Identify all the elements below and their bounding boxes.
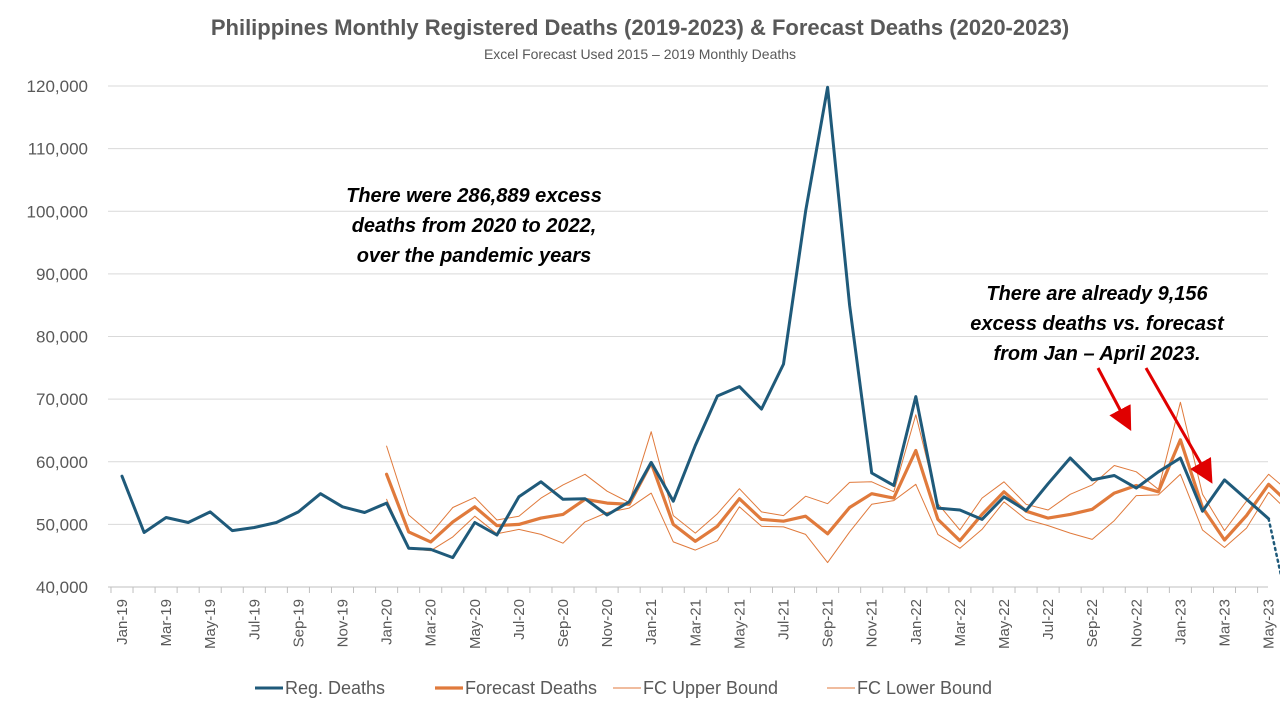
chart-title: Philippines Monthly Registered Deaths (2… (211, 15, 1069, 40)
x-tick-label: Jan-21 (643, 599, 660, 645)
x-tick-label: Jul-21 (776, 599, 793, 640)
x-tick-label: Nov-19 (335, 599, 352, 647)
y-tick-label: 90,000 (36, 265, 88, 284)
x-tick-label: May-20 (467, 599, 484, 649)
annotations: There were 286,889 excess deaths from 202… (346, 185, 1225, 365)
x-axis: Jan-19 Mar-19 May-19 Jul-19 Sep-19 Nov-19 Jan-… (108, 586, 1278, 649)
x-tick-label: Sep-22 (1084, 599, 1101, 647)
x-tick-label: May-19 (202, 599, 219, 649)
x-tick-label: Jan-23 (1172, 599, 1189, 645)
y-axis-ticks: 40,000 50,000 60,000 70,000 80,000 90,000 100,… (27, 77, 88, 597)
x-tick-label: Jan-19 (114, 599, 131, 645)
gridlines (108, 85, 1268, 525)
x-tick-label: May-22 (996, 599, 1013, 649)
legend: Reg. Deaths Forecast Deaths FC Upper Bound… (255, 678, 992, 698)
series-line-fc-upper-bound (386, 401, 1280, 535)
chart-subtitle: Excel Forecast Used 2015 – 2019 Monthly … (484, 46, 796, 62)
annotation-text: excess deaths vs. forecast (970, 313, 1225, 335)
series-lines (120, 85, 1280, 577)
legend-label: Forecast Deaths (465, 678, 597, 698)
x-tick-label: Mar-22 (952, 599, 969, 647)
x-tick-label: Jan-22 (908, 599, 925, 645)
x-tick-label: Sep-19 (290, 599, 307, 647)
x-tick-label: Jul-19 (246, 599, 263, 640)
y-tick-label: 110,000 (28, 140, 88, 159)
x-tick-label: Sep-20 (555, 599, 572, 647)
annotation-arrow (1096, 367, 1132, 431)
annotation-text: over the pandemic years (357, 245, 592, 267)
legend-label: FC Upper Bound (643, 678, 778, 698)
projection-dotted-segment (1267, 517, 1280, 577)
x-tick-label: Mar-21 (687, 599, 704, 647)
annotation-text: There were 286,889 excess (346, 185, 602, 207)
series-line-forecast-deaths (385, 438, 1280, 544)
legend-label: Reg. Deaths (285, 678, 385, 698)
y-tick-label: 50,000 (36, 515, 88, 534)
x-tick-label: Jan-20 (379, 599, 396, 645)
series-line-reg-deaths (120, 85, 1271, 560)
x-tick-label: May-23 (1261, 599, 1278, 649)
series-line-fc-lower-bound (386, 473, 1280, 564)
annotation-text: from Jan – April 2023. (993, 343, 1200, 365)
x-tick-label: May-21 (731, 599, 748, 649)
annotation-arrows (1096, 367, 1213, 484)
x-tick-label: Nov-21 (864, 599, 881, 647)
x-tick-label: Mar-20 (423, 599, 440, 647)
x-tick-label: Jul-20 (511, 599, 528, 640)
y-tick-label: 70,000 (36, 390, 88, 409)
annotation-text: There are already 9,156 (986, 283, 1208, 305)
x-tick-label: Nov-22 (1128, 599, 1145, 647)
x-tick-label: Jul-22 (1040, 599, 1057, 640)
x-tick-label: Mar-23 (1217, 599, 1234, 647)
y-tick-label: 40,000 (36, 578, 88, 597)
y-tick-label: 120,000 (27, 77, 88, 96)
x-tick-label: Sep-21 (820, 599, 837, 647)
y-tick-label: 80,000 (36, 328, 88, 347)
y-tick-label: 60,000 (36, 453, 88, 472)
x-tick-label: Mar-19 (158, 599, 175, 647)
y-tick-label: 100,000 (27, 202, 88, 221)
legend-label: FC Lower Bound (857, 678, 992, 698)
annotation-text: deaths from 2020 to 2022, (352, 215, 597, 237)
annotation-arrow (1144, 367, 1213, 484)
x-tick-label: Nov-20 (599, 599, 616, 647)
